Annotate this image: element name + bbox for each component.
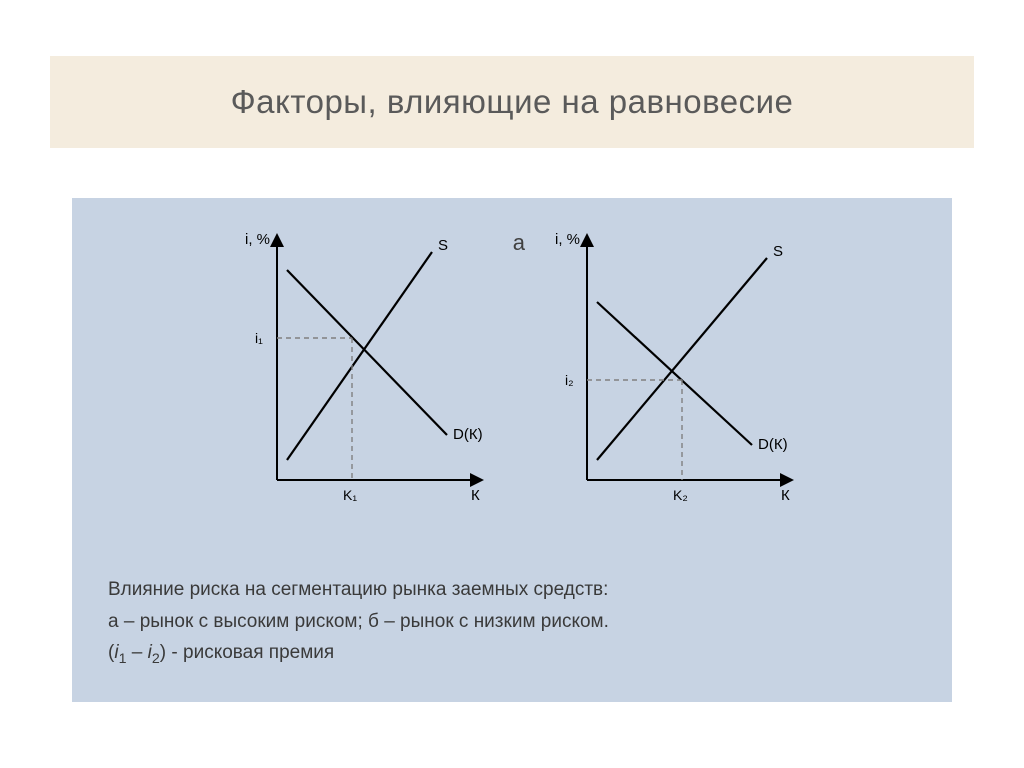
svg-text:i₂: i₂ [565, 372, 574, 388]
caption-line-1: Влияние риска на сегментацию рынка заемн… [108, 575, 916, 604]
caption-l3-sub2: 2 [152, 651, 160, 667]
caption-l3-dash: – [127, 642, 148, 663]
content-panel: i, %КSD(К)i₁K₁ а i, %КSD(К)i₂K₂ б Влияни… [72, 198, 952, 702]
chart-a: i, %КSD(К)i₁K₁ а [207, 210, 507, 530]
caption-block: Влияние риска на сегментацию рынка заемн… [108, 575, 916, 672]
title-band: Факторы, влияющие на равновесие [48, 54, 976, 150]
slide: Факторы, влияющие на равновесие i, % К S D(… [0, 0, 1024, 768]
svg-text:i₁: i₁ [255, 330, 263, 346]
caption-l3-suffix: ) - рисковая премия [160, 642, 334, 663]
svg-text:К: К [781, 487, 790, 504]
svg-text:S: S [773, 243, 783, 260]
svg-text:i, %: i, % [555, 231, 580, 248]
caption-line-2: а – рынок с высоким риском; б – рынок с … [108, 607, 916, 636]
caption-line-3: (i1 – i2) - рисковая премия [108, 638, 916, 670]
svg-text:D(К): D(К) [758, 436, 788, 453]
chart-a-svg: i, % К S D(К) i₁ K₁ [207, 210, 507, 530]
svg-text:D(К): D(К) [453, 426, 483, 443]
chart-b: i, %КSD(К)i₂K₂ б [517, 210, 817, 530]
svg-text:i, %: i, % [245, 231, 270, 248]
chart-b-svg: i, % К S D(К) i₂ K₂ [517, 210, 817, 530]
svg-text:К: К [471, 487, 480, 504]
svg-text:K₂: K₂ [673, 487, 688, 503]
svg-text:S: S [438, 237, 448, 254]
charts-row: i, %КSD(К)i₁K₁ а i, %КSD(К)i₂K₂ б [72, 210, 952, 530]
svg-text:K₁: K₁ [343, 487, 357, 503]
caption-l3-sub1: 1 [119, 651, 127, 667]
slide-title: Факторы, влияющие на равновесие [231, 83, 794, 121]
